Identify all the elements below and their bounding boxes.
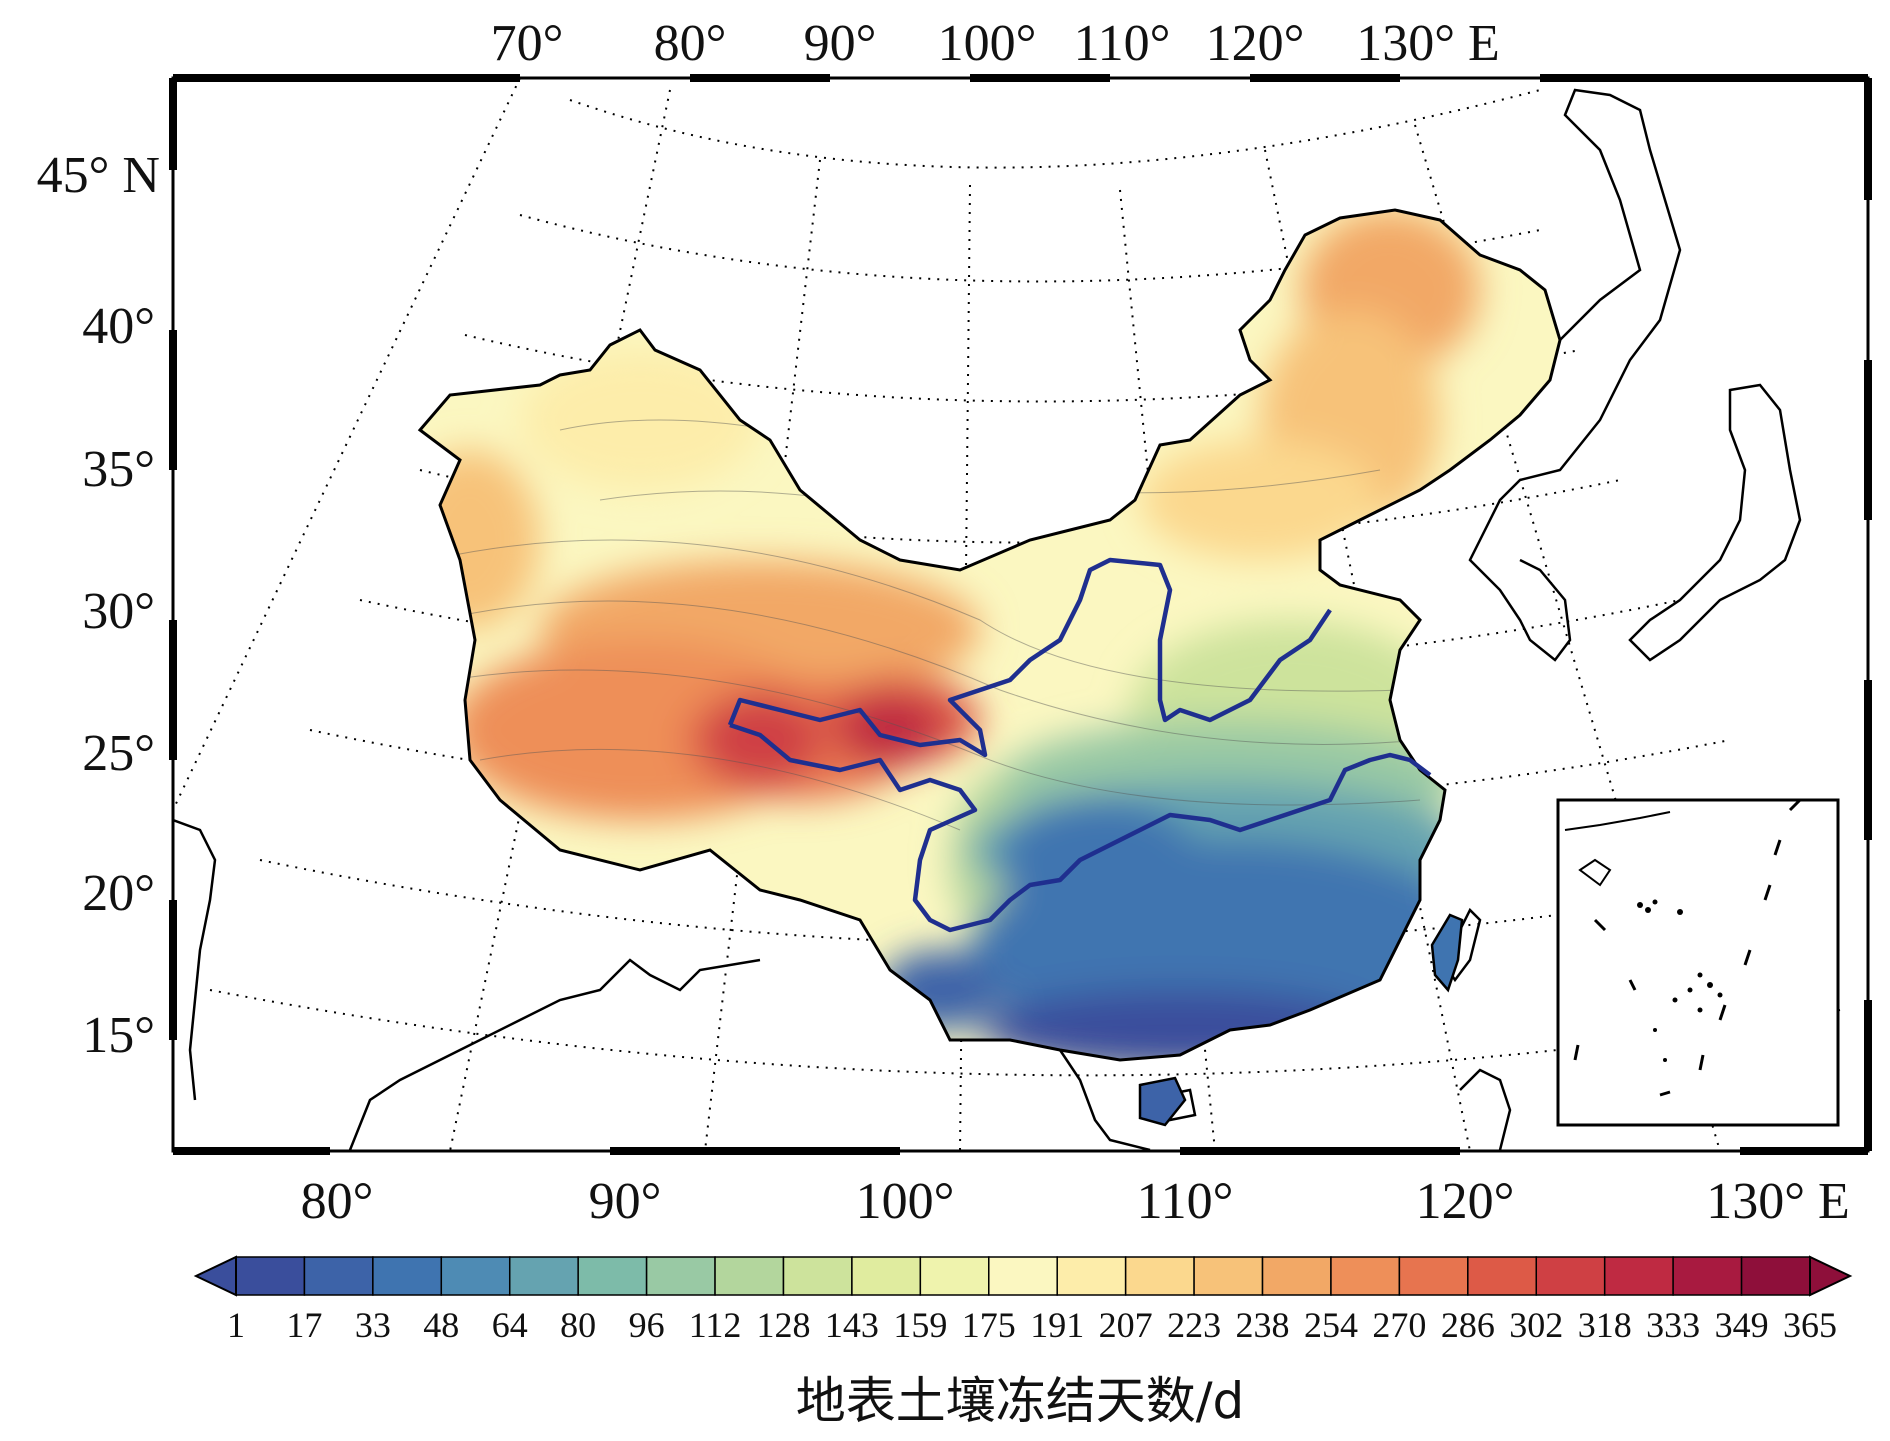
- colorbar-tick-label: 96: [629, 1305, 665, 1345]
- bottom-lon-label: 90°: [589, 1173, 662, 1230]
- south-china-sea-inset: [1556, 798, 1840, 1127]
- colorbar-segment: [988, 1256, 1058, 1296]
- yellow-river: [727, 557, 1332, 758]
- left-latitude-labels: 45° N 40° 35° 30° 25° 20° 15°: [37, 147, 160, 1064]
- yangtze-river: [729, 722, 1432, 933]
- colorbar-segment: [1535, 1256, 1606, 1296]
- colorbar-segment: [714, 1256, 785, 1296]
- rivers: [727, 557, 1432, 933]
- bottom-longitude-labels: 80° 90° 100° 110° 120° 130° E: [301, 1173, 1850, 1230]
- colorbar-tick-label: 80: [560, 1305, 596, 1345]
- colorbar-min-arrow: [193, 1255, 237, 1297]
- colorbar-segment: [1672, 1256, 1743, 1296]
- neighbor-borders: [173, 88, 1802, 1151]
- colorbar-segment: [645, 1256, 716, 1296]
- colorbar-segment: [1740, 1256, 1811, 1296]
- left-lat-label: 40°: [82, 298, 155, 355]
- top-lon-label: 110°: [1074, 15, 1171, 72]
- colorbar-tick-label: 333: [1646, 1305, 1700, 1345]
- colorbar-segment: [440, 1256, 511, 1296]
- colorbar-max-arrow: [1809, 1255, 1853, 1297]
- colorbar-tick-label: 159: [893, 1305, 947, 1345]
- taiwan: [1430, 913, 1464, 993]
- top-lon-label: 80°: [654, 15, 727, 72]
- colorbar-segment: [782, 1256, 853, 1296]
- colorbar-segment: [851, 1256, 922, 1296]
- colorbar-tick-label: 254: [1304, 1305, 1358, 1345]
- colorbar-tick-label: 302: [1509, 1305, 1563, 1345]
- left-lat-label: 35°: [82, 441, 155, 498]
- top-lon-label: 100°: [938, 15, 1037, 72]
- colorbar-tick-labels: 1 17 33 48 64 80 96 112 128 143 159 175 191 207 223 238…: [227, 1305, 1837, 1345]
- left-lat-label: 20°: [82, 865, 155, 922]
- colorbar-tick-label: 175: [962, 1305, 1016, 1345]
- colorbar-tick-label: 191: [1030, 1305, 1084, 1345]
- colorbar-segment: [1056, 1256, 1127, 1296]
- colorbar: 1 17 33 48 64 80 96 112 128 143 159 175 191 207 223 238…: [193, 1255, 1853, 1430]
- bottom-lon-label: 100°: [856, 1173, 955, 1230]
- colorbar-segment: [577, 1256, 648, 1296]
- colorbar-segment: [1261, 1256, 1332, 1296]
- top-lon-label: 130° E: [1356, 15, 1500, 72]
- colorbar-segment: [1193, 1256, 1264, 1296]
- bottom-lon-label: 110°: [1137, 1173, 1234, 1230]
- colorbar-tick-label: 349: [1715, 1305, 1769, 1345]
- colorbar-tick-label: 223: [1167, 1305, 1221, 1345]
- colorbar-tick-label: 143: [825, 1305, 879, 1345]
- colorbar-tick-label: 48: [423, 1305, 459, 1345]
- colorbar-tick-label: 17: [286, 1305, 322, 1345]
- colorbar-title: 地表土壤冻结天数/d: [796, 1372, 1245, 1430]
- colorbar-segment: [508, 1256, 579, 1296]
- colorbar-segment: [1603, 1256, 1674, 1296]
- bottom-lon-label: 120°: [1416, 1173, 1515, 1230]
- colorbar-tick-label: 286: [1441, 1305, 1495, 1345]
- colorbar-segment: [1330, 1256, 1401, 1296]
- left-lat-label: 45° N: [37, 147, 160, 204]
- top-lon-label: 120°: [1206, 15, 1305, 72]
- colorbar-segment: [1124, 1256, 1195, 1296]
- colorbar-segment: [919, 1256, 990, 1296]
- top-lon-label: 70°: [491, 15, 564, 72]
- colorbar-segment: [372, 1256, 443, 1296]
- colorbar-tick-label: 270: [1372, 1305, 1426, 1345]
- bottom-lon-label: 130° E: [1706, 1173, 1850, 1230]
- map-panel: [169, 74, 1872, 1155]
- colorbar-tick-label: 318: [1578, 1305, 1632, 1345]
- colorbar-tick-label: 207: [1099, 1305, 1153, 1345]
- colorbar-segment: [235, 1256, 306, 1296]
- colorbar-tick-label: 365: [1783, 1305, 1837, 1345]
- top-lon-label: 90°: [804, 15, 877, 72]
- left-lat-label: 15°: [82, 1007, 155, 1064]
- colorbar-tick-label: 238: [1236, 1305, 1290, 1345]
- colorbar-segment: [1467, 1256, 1538, 1296]
- left-lat-label: 25°: [82, 725, 155, 782]
- colorbar-segment: [1398, 1256, 1469, 1296]
- top-longitude-labels: 70° 80° 90° 100° 110° 120° 130° E: [491, 15, 1500, 72]
- colorbar-tick-label: 112: [689, 1305, 742, 1345]
- frame-ticks: [169, 74, 1872, 1155]
- bottom-lon-label: 80°: [301, 1173, 374, 1230]
- left-lat-label: 30°: [82, 583, 155, 640]
- colorbar-tick-label: 128: [756, 1305, 810, 1345]
- colorbar-tick-label: 64: [492, 1305, 528, 1345]
- colorbar-segment: [303, 1256, 374, 1296]
- colorbar-segments: [235, 1256, 1811, 1296]
- china-border: [417, 208, 1562, 1062]
- colorbar-tick-label: 33: [355, 1305, 391, 1345]
- hainan: [1138, 1076, 1187, 1127]
- colorbar-tick-label: 1: [227, 1305, 245, 1345]
